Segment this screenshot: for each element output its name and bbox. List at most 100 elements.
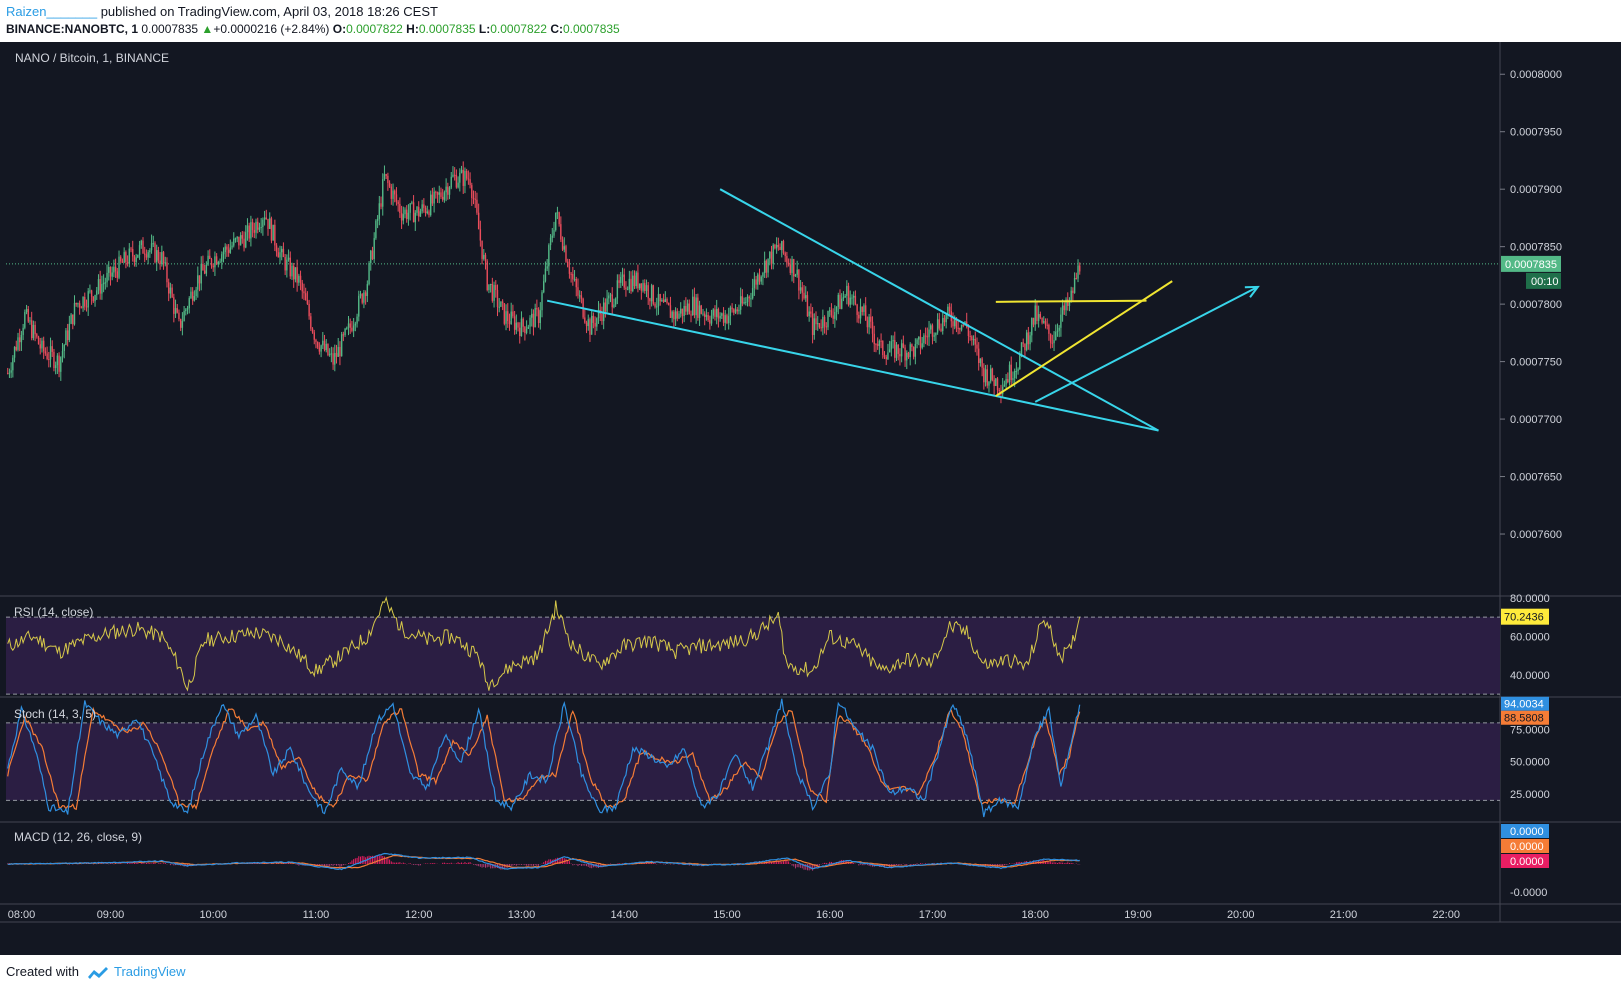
candle-body xyxy=(842,297,845,299)
candle-body xyxy=(717,309,720,319)
panel-frame xyxy=(0,42,1621,923)
stoch-d-tag-text: 88.5808 xyxy=(1504,713,1544,725)
candle-body xyxy=(769,251,771,259)
candle-body xyxy=(1049,333,1052,343)
candle-body xyxy=(154,243,156,263)
candle-body xyxy=(503,303,506,324)
candle-body xyxy=(568,266,571,274)
candle-body xyxy=(534,307,536,328)
candle-body xyxy=(1068,300,1071,306)
candle-body xyxy=(830,310,833,316)
candle-body xyxy=(786,256,788,263)
candle-body xyxy=(895,344,898,358)
candle-body xyxy=(923,335,925,344)
candle-body xyxy=(130,248,132,250)
candle-body xyxy=(546,266,548,269)
candle-body xyxy=(430,194,432,216)
arrow-head xyxy=(1244,285,1260,298)
candle-body xyxy=(609,294,612,296)
footer: Created with TradingView xyxy=(0,955,1621,991)
candle-body xyxy=(191,291,194,301)
candle-body xyxy=(207,255,209,265)
candle-body xyxy=(904,347,906,361)
candle-body xyxy=(164,262,166,264)
candle-body xyxy=(66,330,69,341)
candle-body xyxy=(318,347,321,352)
stoch-pane: 75.0000 50.0000 25.0000 94.0034 88.5808 xyxy=(6,696,1550,818)
candle-body xyxy=(548,245,550,267)
chart-area[interactable]: 0.0008000 0.0007950 0.0007900 0.0007850 0.00… xyxy=(0,42,1621,955)
macd-pane-title: MACD (12, 26, close, 9) xyxy=(14,830,142,844)
candle-body xyxy=(30,320,33,339)
candle-body xyxy=(1056,330,1059,332)
candle-body xyxy=(938,319,941,329)
candle-body xyxy=(1073,278,1076,293)
candle-body xyxy=(650,285,653,302)
candle-body xyxy=(1060,314,1062,328)
candle-body xyxy=(229,247,232,253)
candle-body xyxy=(760,276,762,282)
trend-drawings[interactable] xyxy=(546,188,1260,432)
candle-body xyxy=(960,324,963,330)
candle-body xyxy=(902,343,905,348)
candle-body xyxy=(44,351,47,354)
chart-header: Raizen_______ published on TradingView.c… xyxy=(0,0,1621,42)
candle-body xyxy=(53,351,55,369)
candle-body xyxy=(1036,305,1038,321)
candle-body xyxy=(645,285,648,291)
candle-body xyxy=(1063,305,1066,311)
candle-body xyxy=(419,211,422,217)
candle-body xyxy=(707,315,709,321)
chart-canvas[interactable]: 0.00080000.00079500.00079000.00078500.00… xyxy=(0,42,1621,955)
candle-body xyxy=(1070,290,1072,301)
candle-body xyxy=(370,250,372,264)
candle-body xyxy=(866,320,869,328)
candle-body xyxy=(178,312,180,320)
symbol-label: BINANCE:NANOBTC, 1 xyxy=(6,22,138,36)
candle-body xyxy=(325,343,327,351)
author-name[interactable]: Raizen_______ xyxy=(6,4,98,19)
candle-body xyxy=(625,287,627,290)
candle-body xyxy=(642,283,644,291)
rsi-pane: 80.0000 60.0000 40.0000 70.2436 xyxy=(6,593,1550,695)
candle-body xyxy=(484,254,487,262)
candle-body xyxy=(678,313,680,319)
candle-body xyxy=(520,318,523,337)
price-tick-label: 0.0007650 xyxy=(1510,472,1562,484)
candle-body xyxy=(971,336,973,341)
up-triangle-icon: ▲ xyxy=(201,22,214,36)
candle-body xyxy=(847,285,850,305)
candle-body xyxy=(789,264,792,273)
candle-body xyxy=(644,283,646,291)
candle-body xyxy=(775,244,778,249)
candle-body xyxy=(753,279,756,288)
time-tick-label: 19:00 xyxy=(1124,909,1152,921)
candle-body xyxy=(640,283,643,291)
candle-body xyxy=(169,287,172,294)
candle-body xyxy=(943,317,946,323)
candle-body xyxy=(654,303,656,307)
candle-body xyxy=(282,248,285,258)
candle-body xyxy=(70,314,72,324)
candle-body xyxy=(1077,265,1079,279)
candle-body xyxy=(770,251,773,264)
macd-value-tag-text: 0.0000 xyxy=(1510,841,1544,853)
candle-body xyxy=(212,265,214,268)
candle-body xyxy=(185,309,187,311)
candle-body xyxy=(510,311,512,325)
candle-body xyxy=(382,179,384,207)
candle-body xyxy=(751,287,754,299)
candle-body xyxy=(37,336,40,345)
candle-body xyxy=(274,224,276,246)
publish-info: published on TradingView.com, April 03, … xyxy=(97,4,438,19)
candle-body xyxy=(239,235,242,246)
candle-body xyxy=(573,278,576,280)
tradingview-brand[interactable]: TradingView xyxy=(114,964,186,979)
candle-body xyxy=(959,327,961,330)
candle-body xyxy=(186,308,189,310)
candle-body xyxy=(132,249,134,257)
stoch-tick-label: 25.0000 xyxy=(1510,789,1550,801)
candle-body xyxy=(544,268,547,282)
time-axis[interactable]: 08:00 09:00 10:00 11:00 12:00 13:00 14:00 15:00… xyxy=(8,909,1460,921)
candle-body xyxy=(954,317,956,327)
